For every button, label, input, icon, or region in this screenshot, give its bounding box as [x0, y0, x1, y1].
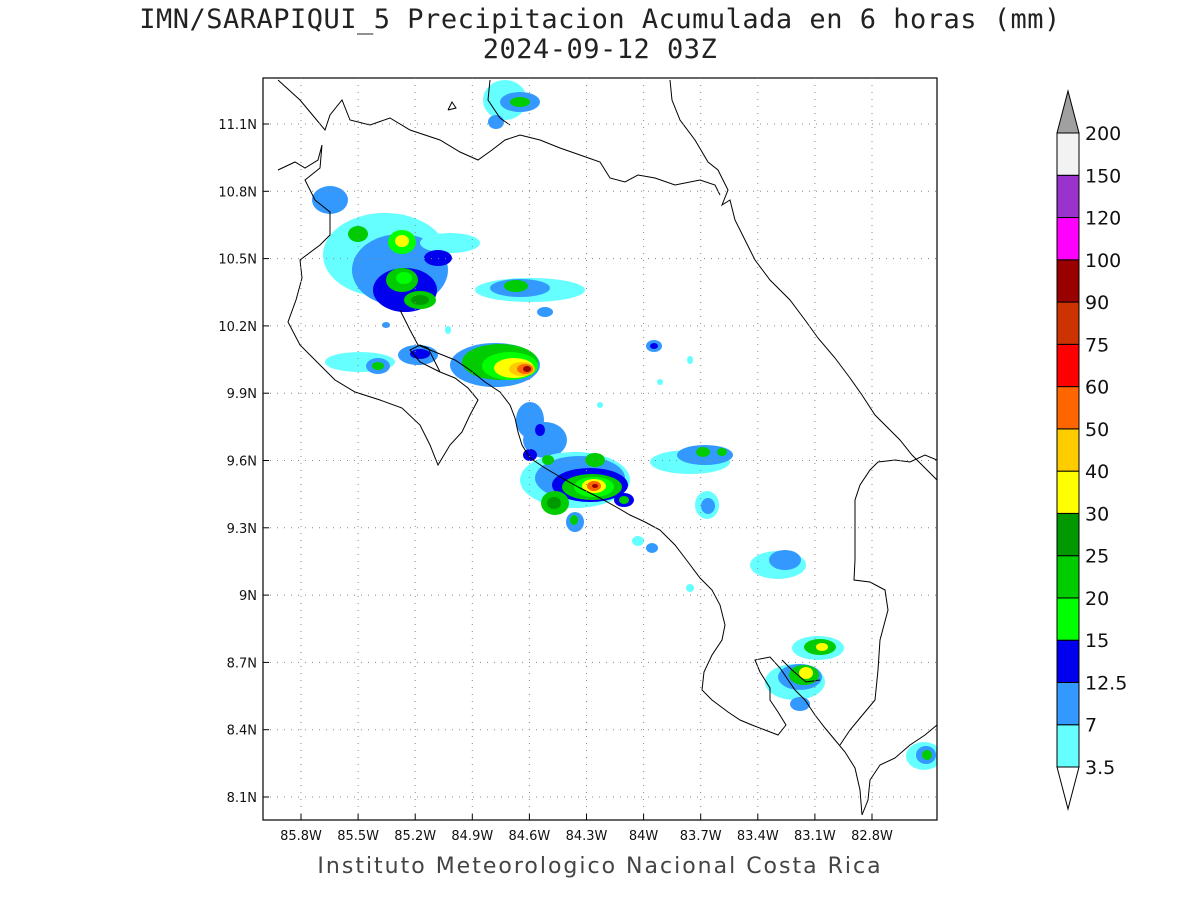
rain-cell-central-band: [516, 402, 634, 532]
lat-tick-label: 8.7N: [227, 656, 257, 671]
lon-tick-label: 84.3W: [566, 829, 608, 844]
colorbar-segment: [1056, 639, 1080, 683]
colorbar-level-label: 75: [1085, 334, 1109, 356]
rain-cell-nicaragua-north: [483, 80, 540, 129]
lat-tick-label: 8.1N: [227, 791, 257, 806]
lon-tick-label: 83.4W: [737, 829, 779, 844]
colorbar-level-label: 60: [1085, 377, 1109, 399]
colorbar-level-label: 25: [1085, 546, 1109, 568]
lat-tick-label: 9.9N: [227, 387, 257, 402]
lat-tick-label: 9N: [239, 589, 257, 604]
colorbar-segment: [1056, 597, 1080, 641]
rain-cell-north-band: [475, 278, 585, 317]
map-title-line1: IMN/SARAPIQUI_5 Precipitacion Acumulada …: [139, 4, 1061, 35]
colorbar-segment: [1056, 259, 1080, 303]
latitude-ticks: 11.1N 10.8N 10.5N 10.2N 9.9N 9.6N 9.3N 9N 8.7N 8.…: [218, 118, 257, 806]
lat-tick-label: 10.2N: [218, 320, 257, 335]
colorbar: 3.5 7 12.5 15 20 25 30 40 50 60 75 90 100 120 150 200: [1056, 89, 1127, 811]
lat-tick-label: 10.8N: [218, 185, 257, 200]
graticule: [263, 78, 937, 820]
lon-tick-label: 84.9W: [451, 829, 493, 844]
precipitation-field: [312, 80, 937, 770]
colorbar-overflow-triangle: [1056, 89, 1080, 134]
lon-tick-label: 83.7W: [680, 829, 722, 844]
colorbar-segment: [1056, 470, 1080, 514]
map-credit: Instituto Meteorologico Nacional Costa R…: [317, 854, 883, 879]
lat-tick-label: 10.5N: [218, 253, 257, 268]
colorbar-segment: [1056, 555, 1080, 599]
colorbar-level-label: 90: [1085, 292, 1109, 314]
pacific-coast-guanacaste: [277, 144, 479, 467]
lon-tick-label: 85.5W: [337, 829, 379, 844]
colorbar-level-label: 15: [1085, 630, 1109, 652]
coastline-outlines: [277, 79, 937, 816]
colorbar-underflow-triangle: [1056, 766, 1080, 811]
colorbar-level-label: 30: [1085, 503, 1109, 525]
map-title-line2: 2024-09-12 03Z: [482, 34, 718, 65]
rain-cell-nicoya: [325, 345, 438, 374]
colorbar-level-label: 100: [1085, 250, 1121, 272]
colorbar-level-label: 7: [1085, 715, 1097, 737]
rain-speckles: [382, 322, 694, 592]
colorbar-level-label: 200: [1085, 123, 1121, 145]
lat-tick-label: 9.3N: [227, 522, 257, 537]
colorbar-segment: [1056, 132, 1080, 176]
colorbar-segment: [1056, 724, 1080, 768]
nicaragua-border: [277, 79, 721, 196]
caribbean-coast-north: [669, 79, 937, 481]
rain-cell-central-north: [450, 343, 540, 387]
colorbar-level-label: 120: [1085, 208, 1121, 230]
colorbar-level-label: 12.5: [1085, 672, 1127, 694]
colorbar-level-label: 40: [1085, 461, 1109, 483]
colorbar-segment: [1056, 217, 1080, 261]
lat-tick-label: 8.4N: [227, 724, 257, 739]
colorbar-level-label: 3.5: [1085, 757, 1115, 779]
colorbar-segment: [1056, 301, 1080, 345]
lon-tick-label: 84.6W: [508, 829, 550, 844]
colorbar-segment: [1056, 386, 1080, 430]
nicaragua-east: [487, 79, 511, 126]
colorbar-level-label: 150: [1085, 165, 1121, 187]
gulf-of-nicoya: [399, 309, 863, 816]
colorbar-level-label: 50: [1085, 419, 1109, 441]
plot-frame: [262, 77, 938, 821]
rain-cell-guanacaste-north: [312, 186, 480, 312]
lon-tick-label: 82.8W: [851, 829, 893, 844]
panama-pacific-coast: [861, 724, 937, 816]
panama-border: [839, 454, 937, 746]
rain-cell-atlantic: [632, 340, 733, 553]
lon-tick-label: 85.2W: [394, 829, 436, 844]
lon-tick-label: 85.8W: [280, 829, 322, 844]
colorbar-segment: [1056, 428, 1080, 472]
lat-tick-label: 9.6N: [227, 455, 257, 470]
osa-peninsula: [781, 659, 821, 683]
colorbar-segment: [1056, 512, 1080, 557]
colorbar-segment: [1056, 174, 1080, 219]
lon-tick-label: 84W: [629, 829, 659, 844]
rain-cell-south-pacific: [750, 550, 937, 770]
colorbar-segment: [1056, 343, 1080, 388]
colorbar-segment: [1056, 681, 1080, 726]
lon-tick-label: 83.1W: [794, 829, 836, 844]
longitude-ticks: 85.8W 85.5W 85.2W 84.9W 84.6W 84.3W 84W 83.7W 83…: [280, 829, 893, 844]
lat-tick-label: 11.1N: [218, 118, 257, 133]
colorbar-level-label: 20: [1085, 588, 1109, 610]
island: [447, 101, 457, 111]
